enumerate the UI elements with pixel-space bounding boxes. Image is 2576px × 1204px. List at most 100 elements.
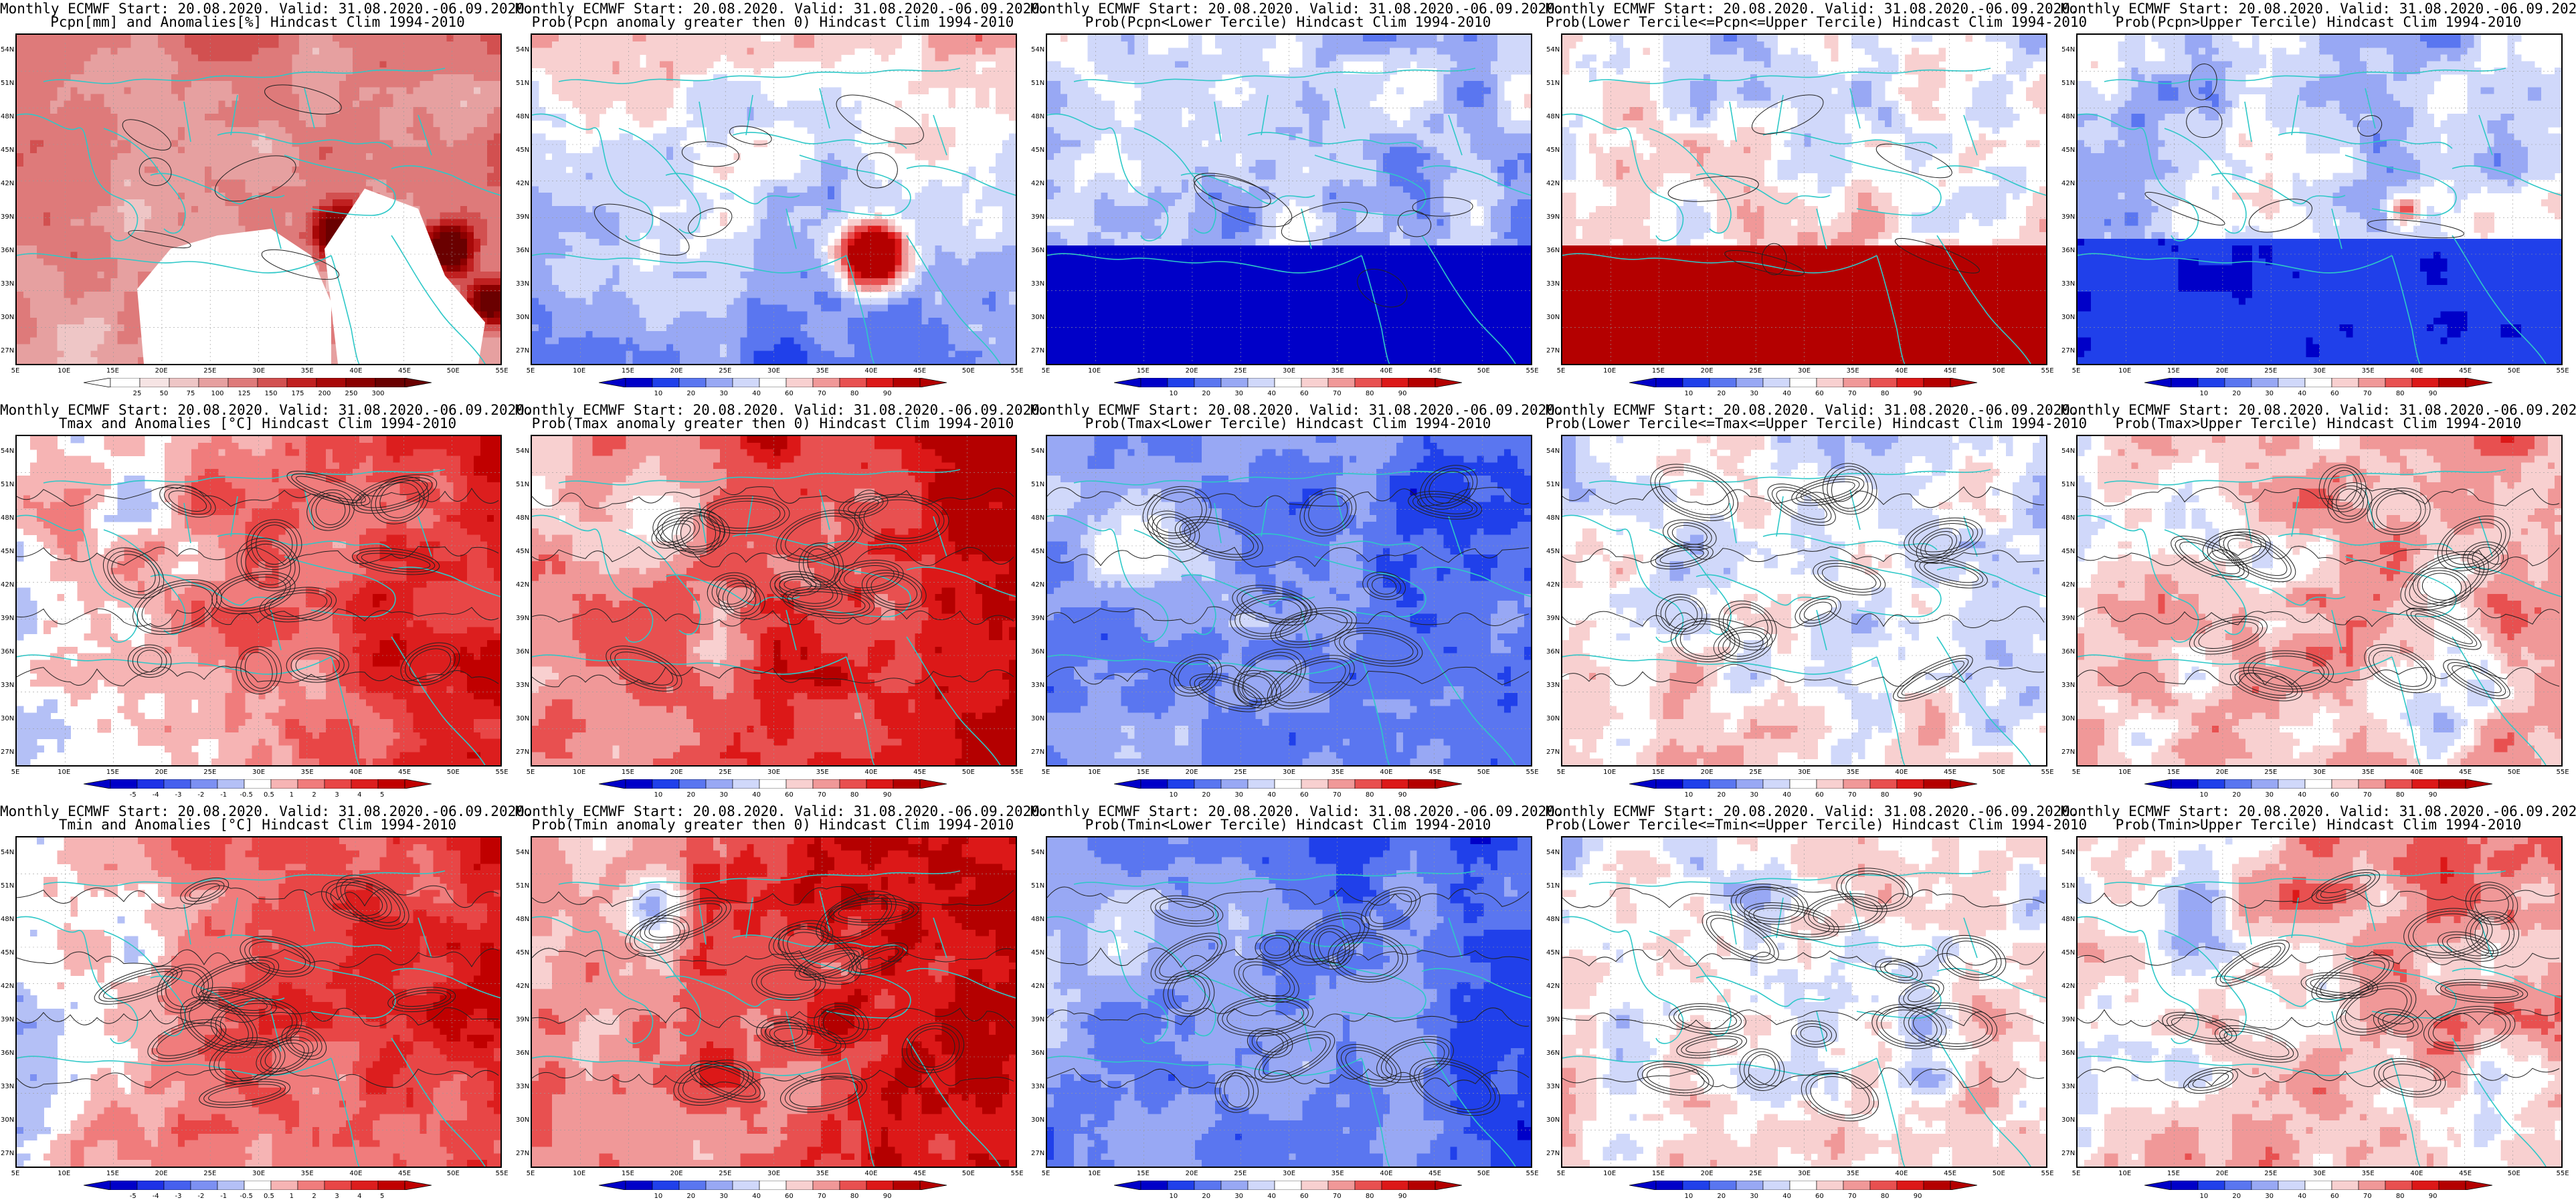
colorbar-tick-label: -2 bbox=[187, 1193, 214, 1200]
lat-tick-label: 33N bbox=[1546, 1084, 1560, 1090]
lat-tick-label: 51N bbox=[516, 482, 529, 488]
colorbar-tick-label: 40 bbox=[2289, 391, 2316, 397]
lon-tick-label: 15E bbox=[1645, 769, 1671, 776]
lat-tick-label: 48N bbox=[1031, 916, 1044, 923]
lon-tick-label: 50E bbox=[1985, 769, 2012, 776]
lat-tick-label: 45N bbox=[1546, 147, 1560, 154]
lon-tick-label: 50E bbox=[2500, 769, 2527, 776]
lon-tick-label: 25E bbox=[712, 1171, 739, 1177]
lon-tick-label: 50E bbox=[955, 769, 982, 776]
colorbar-tick-label: 90 bbox=[1904, 1193, 1931, 1200]
colorbar-tick-label: 20 bbox=[678, 792, 705, 799]
forecast-map bbox=[1046, 33, 1532, 365]
lon-tick-label: 25E bbox=[197, 368, 223, 375]
lon-tick-label: 10E bbox=[566, 368, 593, 375]
lon-tick-label: 20E bbox=[1178, 1171, 1205, 1177]
lat-tick-label: 30N bbox=[1031, 716, 1044, 722]
lat-tick-label: 30N bbox=[1, 716, 14, 722]
lat-tick-label: 48N bbox=[1546, 916, 1560, 923]
colorbar bbox=[1114, 378, 1462, 387]
lon-tick-label: 20E bbox=[148, 1171, 175, 1177]
colorbar-tick-label: 30 bbox=[1226, 792, 1253, 799]
lat-tick-label: 36N bbox=[1031, 247, 1044, 254]
map-field bbox=[1047, 436, 1531, 765]
lat-tick-label: 39N bbox=[1546, 1017, 1560, 1023]
lon-tick-label: 15E bbox=[614, 1171, 641, 1177]
lon-tick-label: 15E bbox=[2160, 769, 2187, 776]
lon-tick-label: 25E bbox=[2258, 1171, 2284, 1177]
lat-tick-label: 36N bbox=[1546, 247, 1560, 254]
lon-tick-label: 40E bbox=[1888, 769, 1915, 776]
lon-tick-label: 45E bbox=[1422, 769, 1449, 776]
colorbar-tick-label: 5 bbox=[369, 792, 395, 799]
colorbar-tick-label: 90 bbox=[1904, 792, 1931, 799]
lon-tick-label: 55E bbox=[1519, 368, 1546, 375]
lon-tick-label: 55E bbox=[488, 368, 515, 375]
lon-tick-label: 35E bbox=[294, 368, 320, 375]
colorbar-tick-label: 10 bbox=[645, 391, 672, 397]
lat-tick-label: 27N bbox=[1546, 749, 1560, 756]
colorbar-tick-label: 20 bbox=[678, 1193, 705, 1200]
lat-tick-label: 30N bbox=[1546, 716, 1560, 722]
lat-tick-label: 54N bbox=[2061, 849, 2075, 856]
lon-tick-label: 10E bbox=[566, 1171, 593, 1177]
colorbar-tick-label: 30 bbox=[711, 391, 737, 397]
lon-tick-label: 25E bbox=[2258, 368, 2284, 375]
lat-tick-label: 45N bbox=[1, 950, 14, 957]
lat-tick-label: 36N bbox=[1, 247, 14, 254]
forecast-map bbox=[2076, 435, 2563, 767]
lat-tick-label: 39N bbox=[1, 615, 14, 622]
map-field bbox=[1562, 436, 2046, 765]
lat-tick-label: 27N bbox=[1546, 1150, 1560, 1157]
lat-tick-label: 33N bbox=[516, 281, 529, 288]
colorbar-tick-label: 60 bbox=[2321, 1193, 2348, 1200]
colorbar-tick-label: 20 bbox=[678, 391, 705, 397]
lon-tick-label: 20E bbox=[2209, 368, 2235, 375]
lat-tick-label: 27N bbox=[1, 348, 14, 355]
lon-tick-label: 5E bbox=[1032, 769, 1059, 776]
lat-tick-label: 39N bbox=[1031, 1017, 1044, 1023]
colorbar-tick-label: 20 bbox=[1708, 792, 1735, 799]
colorbar-tick-label: -1 bbox=[210, 1193, 237, 1200]
lat-tick-label: 54N bbox=[1546, 448, 1560, 455]
lat-tick-label: 45N bbox=[516, 950, 529, 957]
lat-tick-label: 27N bbox=[1546, 348, 1560, 355]
lon-tick-label: 40E bbox=[2403, 1171, 2430, 1177]
lat-tick-label: 39N bbox=[1031, 615, 1044, 622]
colorbar-tick-label: 10 bbox=[1675, 1193, 1702, 1200]
lat-tick-label: 39N bbox=[516, 214, 529, 221]
lon-tick-label: 30E bbox=[2306, 769, 2333, 776]
forecast-panel: Monthly ECMWF Start: 20.08.2020. Valid: … bbox=[2061, 803, 2576, 1204]
lon-tick-label: 20E bbox=[663, 769, 690, 776]
lon-tick-label: 45E bbox=[907, 368, 933, 375]
lat-tick-label: 39N bbox=[1546, 615, 1560, 622]
lat-tick-label: 30N bbox=[1546, 314, 1560, 321]
lon-tick-label: 35E bbox=[1324, 1171, 1351, 1177]
colorbar-tick-label: 30 bbox=[711, 1193, 737, 1200]
colorbar-tick-label: 60 bbox=[2321, 792, 2348, 799]
forecast-map bbox=[1561, 836, 2047, 1168]
lon-tick-label: 20E bbox=[2209, 769, 2235, 776]
colorbar-tick-label: 70 bbox=[1839, 792, 1865, 799]
lon-tick-label: 55E bbox=[1519, 1171, 1546, 1177]
lon-tick-label: 40E bbox=[343, 769, 369, 776]
lon-tick-label: 25E bbox=[1742, 1171, 1769, 1177]
map-field bbox=[1047, 837, 1531, 1167]
lon-tick-label: 40E bbox=[343, 368, 369, 375]
colorbar-tick-label: 10 bbox=[645, 792, 672, 799]
lon-tick-label: 5E bbox=[2063, 1171, 2090, 1177]
colorbar-tick-label: 100 bbox=[204, 391, 231, 397]
colorbar-tick-label: 25 bbox=[124, 391, 151, 397]
colorbar-tick-label: -3 bbox=[165, 792, 192, 799]
lat-tick-label: 54N bbox=[1031, 47, 1044, 54]
panel-title-line1: Monthly ECMWF Start: 20.08.2020. Valid: … bbox=[1546, 804, 2079, 819]
lon-tick-label: 5E bbox=[1032, 368, 1059, 375]
map-field bbox=[17, 436, 500, 765]
colorbar-tick-label: 90 bbox=[874, 1193, 901, 1200]
lat-tick-label: 27N bbox=[2061, 749, 2075, 756]
colorbar-tick-label: 0.5 bbox=[256, 1193, 282, 1200]
lon-tick-label: 5E bbox=[517, 769, 544, 776]
colorbar-tick-label: 1 bbox=[278, 792, 305, 799]
lon-tick-label: 50E bbox=[1470, 368, 1497, 375]
lat-tick-label: 30N bbox=[516, 1117, 529, 1124]
